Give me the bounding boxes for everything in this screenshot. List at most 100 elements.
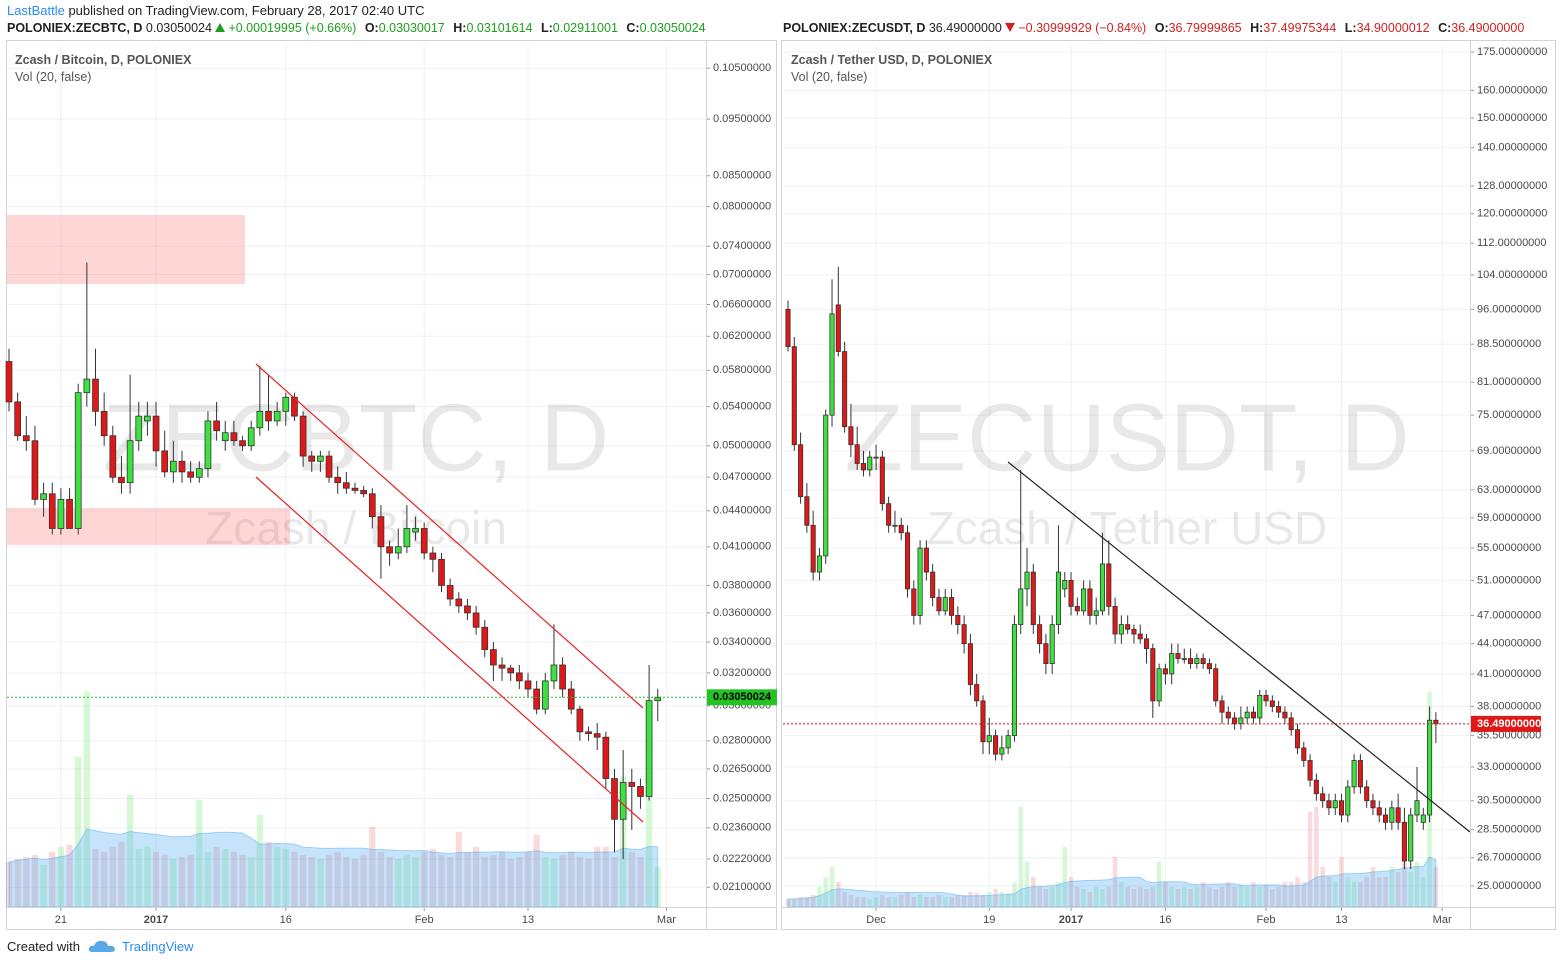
brand-link[interactable]: TradingView bbox=[121, 938, 194, 954]
volume-bar bbox=[351, 858, 359, 907]
volume-bar bbox=[936, 894, 942, 907]
candle-body bbox=[1420, 814, 1426, 823]
candle-body bbox=[645, 700, 653, 797]
volume-bar bbox=[905, 891, 910, 907]
ohlc-label: O: bbox=[364, 21, 379, 35]
candle-body bbox=[187, 471, 194, 478]
volume-bar bbox=[1119, 881, 1124, 907]
candle-body bbox=[1345, 786, 1351, 816]
volume-bar bbox=[152, 851, 160, 907]
candle-body bbox=[816, 555, 822, 573]
candle-body bbox=[559, 664, 566, 690]
y-tick-label: 0.06600000 bbox=[713, 298, 771, 310]
candle-body bbox=[867, 456, 873, 471]
volume-bar bbox=[1093, 886, 1099, 907]
volume-bar bbox=[1213, 888, 1218, 907]
candle-body bbox=[1188, 658, 1194, 665]
candle-body bbox=[1081, 588, 1087, 612]
ohlc-label: L: bbox=[1344, 21, 1357, 35]
author-link[interactable]: LastBattle bbox=[7, 3, 65, 18]
candle-body bbox=[1320, 793, 1326, 802]
y-tick-label: 63.00000000 bbox=[1477, 484, 1541, 496]
volume-bar bbox=[594, 846, 601, 907]
candle-body bbox=[394, 546, 402, 554]
candle-body bbox=[936, 597, 942, 612]
volume-bar bbox=[1320, 866, 1325, 907]
candle-body bbox=[923, 547, 929, 573]
candle-body bbox=[1294, 729, 1301, 749]
y-tick-label: 0.04400000 bbox=[713, 505, 771, 517]
candle-body bbox=[282, 396, 290, 412]
volume-bar bbox=[1257, 886, 1263, 907]
up-arrow bbox=[214, 23, 225, 32]
candle-body bbox=[195, 468, 203, 478]
x-tick-label: 2017 bbox=[144, 914, 168, 926]
candle-body bbox=[1030, 571, 1036, 626]
volume-bar bbox=[40, 864, 47, 907]
y-tick-label: 0.02100000 bbox=[713, 881, 771, 893]
candle-body bbox=[256, 410, 264, 429]
candle-body bbox=[961, 624, 967, 645]
panel-frame bbox=[781, 40, 1556, 930]
volume-bar bbox=[861, 896, 866, 907]
volume-bar bbox=[568, 851, 575, 907]
volume-bar bbox=[1024, 861, 1030, 907]
candle-body bbox=[904, 532, 911, 590]
candle-body bbox=[14, 401, 21, 437]
x-tick-label: Feb bbox=[1257, 914, 1276, 926]
x-tick-label: 16 bbox=[1159, 914, 1171, 926]
volume-bar bbox=[23, 856, 30, 907]
volume-bar bbox=[308, 856, 315, 907]
volume-bar bbox=[1326, 876, 1332, 907]
candle-body bbox=[1408, 814, 1414, 862]
candle-body bbox=[429, 552, 437, 560]
volume-bar bbox=[1169, 886, 1174, 907]
volume-bar bbox=[1282, 881, 1288, 907]
y-tick-label: 75.00000000 bbox=[1477, 409, 1541, 421]
candle-body bbox=[1169, 653, 1175, 675]
candle-body bbox=[848, 426, 854, 446]
candle-body bbox=[974, 684, 980, 702]
candle-body bbox=[446, 585, 454, 600]
y-tick-label: 69.00000000 bbox=[1477, 445, 1541, 457]
candle-body bbox=[1062, 580, 1068, 590]
volume-bar bbox=[1075, 886, 1080, 907]
y-tick-label: 47.00000000 bbox=[1477, 609, 1541, 621]
candle-body bbox=[1213, 668, 1219, 702]
ohlc-value: 37.49975344 bbox=[1263, 21, 1337, 35]
y-tick-label: 0.02650000 bbox=[713, 763, 771, 775]
volume-bar bbox=[1251, 881, 1256, 907]
volume-bar bbox=[1175, 888, 1181, 907]
volume-bar bbox=[949, 896, 954, 907]
volume-bar bbox=[898, 894, 904, 907]
candle-body bbox=[152, 415, 160, 452]
candle-body bbox=[854, 444, 860, 464]
candle-body bbox=[126, 440, 134, 484]
candle-body bbox=[1068, 580, 1074, 607]
volume-bar bbox=[325, 854, 333, 907]
candle-body bbox=[1011, 624, 1017, 737]
y-tick-label: 0.09500000 bbox=[713, 113, 771, 125]
candle-body bbox=[593, 733, 601, 738]
y-tick-label: 0.02500000 bbox=[713, 792, 771, 804]
volume-bar bbox=[817, 886, 822, 907]
candle-body bbox=[1175, 653, 1181, 659]
y-tick-label: 120.00000000 bbox=[1477, 208, 1547, 220]
volume-bar bbox=[196, 799, 203, 907]
volume-bar bbox=[1125, 886, 1130, 907]
volume-bar bbox=[974, 892, 979, 907]
ohlc-value: 0.03030017 bbox=[378, 21, 445, 35]
volume-bar bbox=[892, 896, 898, 907]
candle-body bbox=[1131, 628, 1137, 635]
volume-bar bbox=[873, 896, 879, 907]
candle-body bbox=[892, 524, 898, 527]
last-price: 0.03050024 bbox=[145, 21, 212, 35]
volume-bar bbox=[524, 851, 532, 907]
candle-body bbox=[507, 667, 515, 674]
volume-bar bbox=[222, 848, 229, 907]
candle-body bbox=[1037, 624, 1043, 645]
volume-bar bbox=[810, 894, 816, 907]
volume-bar bbox=[1200, 881, 1206, 907]
volume-bar bbox=[1031, 876, 1036, 907]
